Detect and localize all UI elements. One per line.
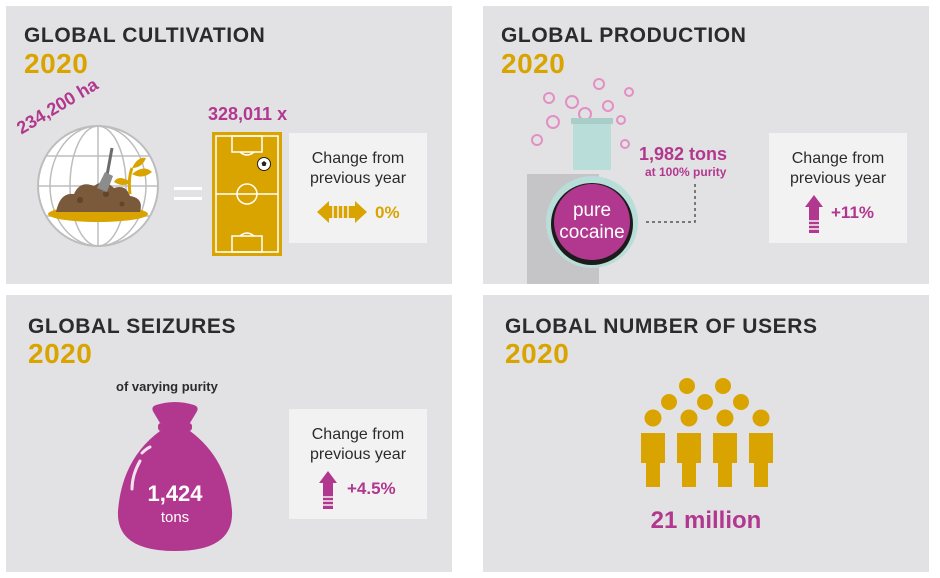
globe-with-plant-icon (37, 125, 159, 247)
seizures-title: GLOBAL SEIZURES (28, 315, 237, 338)
seizures-change-box: Change from previous year +4.5% (289, 409, 427, 519)
flask-label: pure cocaine (559, 200, 625, 243)
users-amount: 21 million (650, 507, 762, 534)
up-arrow-icon (805, 195, 823, 233)
equals-sign (174, 184, 202, 202)
soccer-ball-icon (257, 157, 271, 171)
seizures-amount: 1,424 (147, 481, 203, 506)
football-field-icon (212, 132, 282, 256)
cultivation-change-label: Change from previous year (309, 150, 407, 187)
cultivation-change-box: Change from previous year 0% (289, 133, 427, 243)
users-panel: GLOBAL NUMBER OF USERS 2020 21 million (483, 295, 929, 572)
people-group-icon (641, 378, 773, 487)
money-bag-icon (117, 402, 233, 551)
seizures-unit: tons (160, 509, 190, 526)
seizures-change-value: +4.5% (347, 479, 396, 498)
seizures-note: of varying purity (116, 379, 218, 394)
left-right-arrow-icon (317, 201, 367, 223)
production-change-value: +11% (831, 203, 875, 222)
cultivation-title: GLOBAL CULTIVATION (24, 24, 266, 47)
users-title: GLOBAL NUMBER OF USERS (505, 315, 818, 338)
production-panel: GLOBAL PRODUCTION 2020 pure cocaine 1,98… (483, 6, 929, 284)
production-change-box: Change from previous year +11% (769, 133, 907, 243)
cultivation-change-value: 0% (375, 203, 400, 222)
flask-icon (546, 118, 638, 268)
production-purity-note: at 100% purity (645, 165, 727, 179)
callout-line (645, 184, 696, 223)
cultivation-year: 2020 (24, 48, 89, 79)
cultivation-panel: GLOBAL CULTIVATION 2020 234,200 ha 328,0… (6, 6, 452, 284)
users-year: 2020 (505, 338, 570, 369)
seizures-panel: GLOBAL SEIZURES 2020 of varying purity 1… (6, 295, 452, 572)
seizures-change-label: Change from previous year (309, 426, 407, 463)
production-title: GLOBAL PRODUCTION (501, 24, 747, 47)
cultivation-fields-value: 328,011 x (208, 104, 288, 124)
seizures-year: 2020 (28, 338, 93, 369)
production-year: 2020 (501, 48, 566, 79)
up-arrow-icon (319, 471, 337, 509)
production-change-label: Change from previous year (789, 150, 887, 187)
production-amount: 1,982 tons (639, 144, 728, 164)
